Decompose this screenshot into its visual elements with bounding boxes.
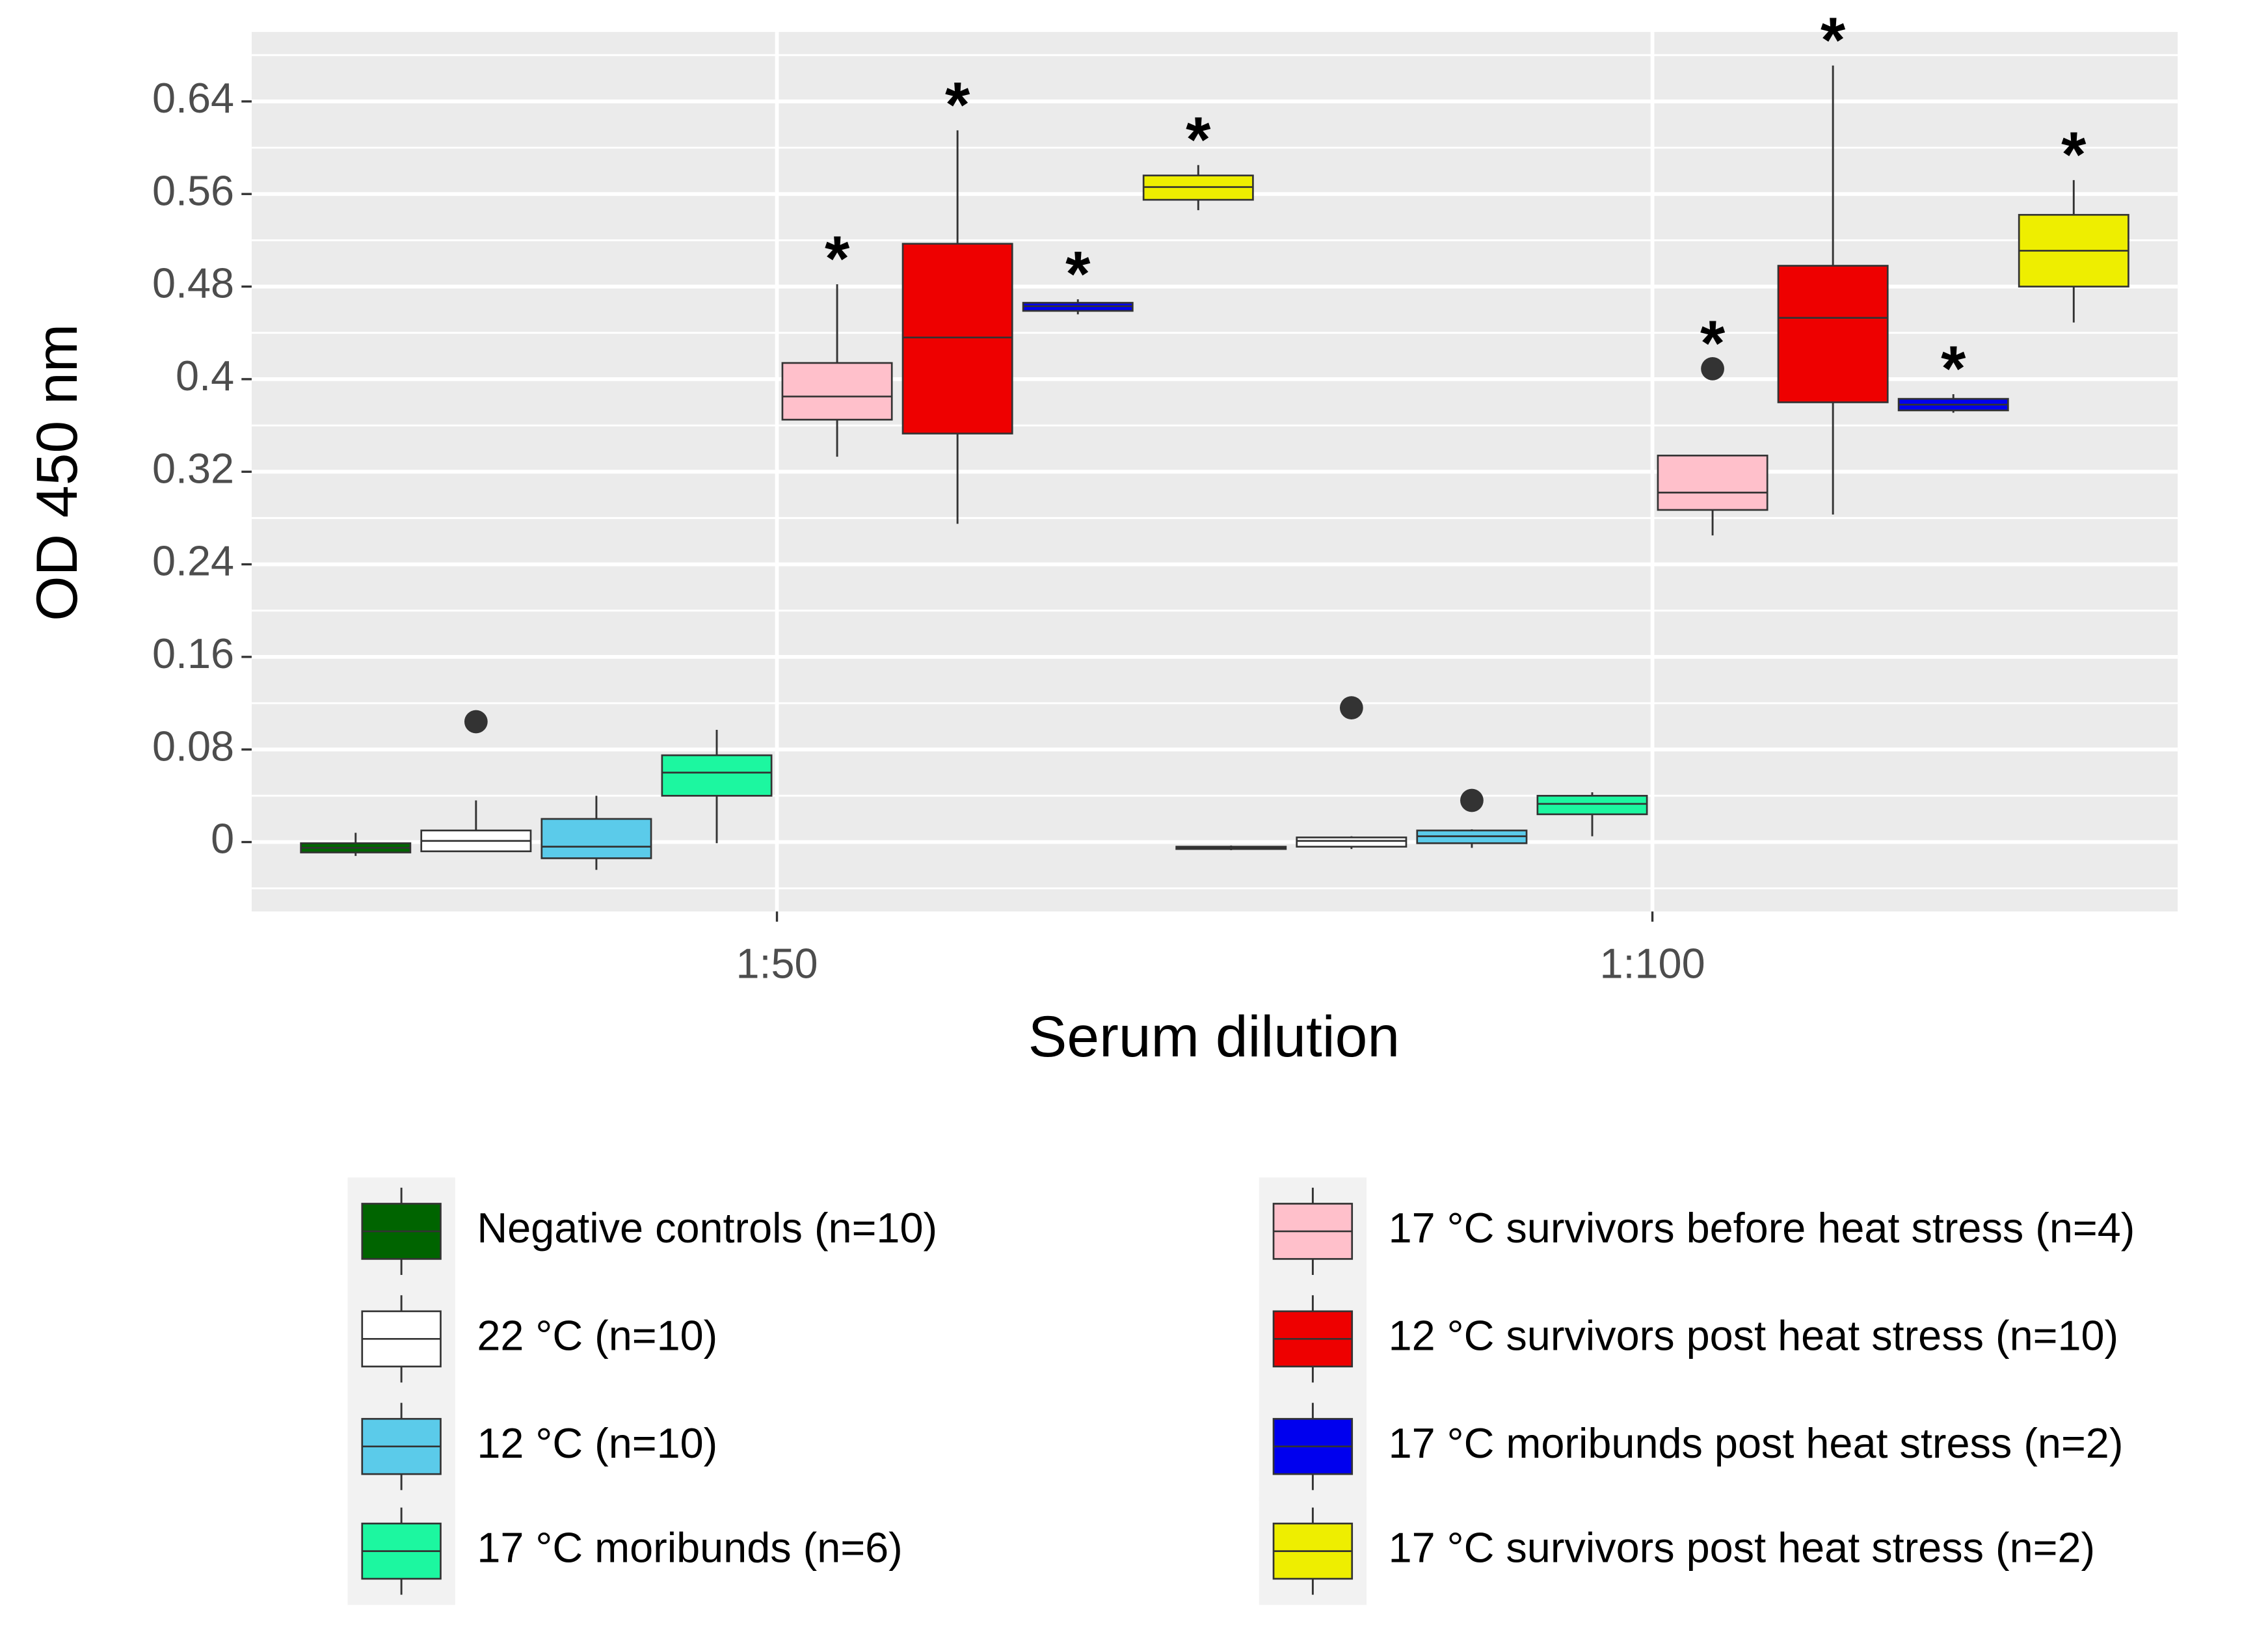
significance-mark: * [945, 69, 970, 141]
legend-label: 12 °C survivors post heat stress (n=10) [1389, 1311, 2119, 1359]
legend-label: 17 °C survivors post heat stress (n=2) [1389, 1524, 2096, 1572]
grid [251, 32, 2178, 912]
legend-label: 22 °C (n=10) [477, 1311, 717, 1359]
y-tick-label: 0.4 [176, 352, 234, 399]
box [781, 362, 893, 421]
y-tick-label: 0.32 [152, 444, 234, 492]
significance-mark: * [2061, 119, 2087, 191]
y-tick-label: 0.64 [152, 74, 234, 122]
box [1777, 265, 1889, 403]
legend-label: 12 °C (n=10) [477, 1419, 717, 1467]
box [901, 243, 1013, 435]
box [661, 754, 773, 797]
y-tick-label: 0.56 [152, 167, 234, 214]
significance-mark: * [825, 223, 850, 295]
outlier [464, 710, 488, 734]
x-tick-label: 1:50 [736, 939, 818, 987]
box [1657, 454, 1768, 511]
y-tick-label: 0.24 [152, 537, 234, 585]
significance-mark: * [1065, 238, 1091, 310]
significance-mark: * [1821, 4, 1846, 75]
outlier [1339, 696, 1363, 720]
outlier [1460, 788, 1484, 812]
marks: * * * * * * * * [300, 4, 2129, 870]
box [1296, 837, 1407, 848]
significance-mark: * [1186, 103, 1211, 175]
y-axis-label: OD 450 nm [24, 324, 89, 621]
legend-label: Negative controls (n=10) [477, 1204, 937, 1252]
y-tick-label: 0.16 [152, 630, 234, 677]
legend: Negative controls (n=10) 22 °C (n=10) 12 °… [347, 1177, 2135, 1605]
x-tick-label: 1:100 [1599, 939, 1705, 987]
box [540, 818, 652, 859]
significance-mark: * [1700, 308, 1726, 379]
legend-label: 17 °C moribunds (n=6) [477, 1524, 902, 1572]
box [1536, 795, 1648, 816]
outlier [1701, 357, 1724, 381]
y-tick-label: 0.08 [152, 722, 234, 770]
significance-mark: * [1941, 333, 1966, 405]
x-axis-label: Serum dilution [1028, 1004, 1400, 1069]
legend-label: 17 °C moribunds post heat stress (n=2) [1389, 1419, 2124, 1467]
y-tick-label: 0 [211, 815, 234, 863]
legend-label: 17 °C survivors before heat stress (n=4) [1389, 1204, 2135, 1252]
y-tick-label: 0.48 [152, 260, 234, 307]
